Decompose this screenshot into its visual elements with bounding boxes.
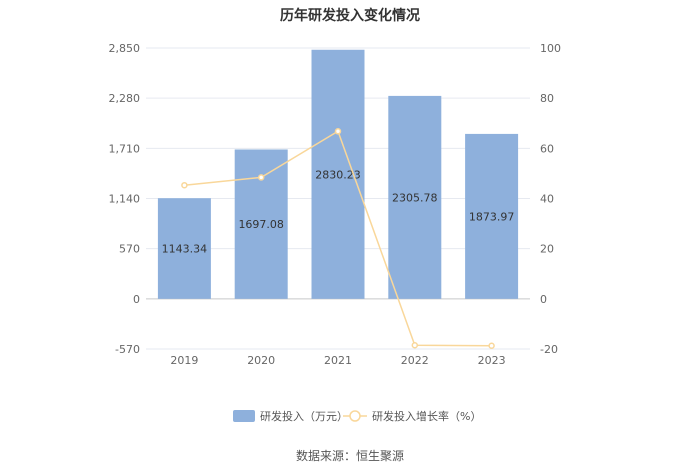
- bar-data-label: 1143.34: [162, 243, 208, 256]
- y-left-tick-label: 0: [133, 293, 140, 306]
- x-tick-label: 2019: [170, 354, 198, 367]
- legend-line-label: 研发投入增长率（%）: [372, 409, 481, 423]
- bar[interactable]: [465, 133, 519, 299]
- growth-rate-point[interactable]: [488, 342, 495, 349]
- y-left-tick-label: 1,710: [109, 142, 141, 155]
- y-right-tick-label: 0: [540, 293, 547, 306]
- legend-bar-label: 研发投入（万元）: [260, 409, 348, 423]
- y-left-tick-label: 570: [119, 243, 140, 256]
- y-right-tick-label: 100: [540, 42, 561, 55]
- x-tick-label: 2023: [478, 354, 506, 367]
- y-right-tick-label: 60: [540, 142, 554, 155]
- y-left-tick-label: -570: [115, 343, 140, 356]
- y-right-tick-label: -20: [540, 343, 558, 356]
- y-right-tick-label: 80: [540, 92, 554, 105]
- growth-rate-point[interactable]: [411, 341, 419, 349]
- y-left-tick-label: 1,140: [109, 193, 141, 206]
- x-tick-label: 2021: [324, 354, 352, 367]
- bar-data-label: 2305.78: [392, 191, 438, 204]
- data-source: 数据来源：恒生聚源: [296, 448, 404, 463]
- bar[interactable]: [311, 49, 365, 299]
- y-left-tick-label: 2,280: [109, 92, 141, 105]
- y-left-tick-label: 2,850: [109, 42, 141, 55]
- growth-rate-point[interactable]: [334, 128, 342, 135]
- bar[interactable]: [388, 95, 442, 299]
- bar[interactable]: [157, 198, 211, 299]
- bar-data-label: 1697.08: [238, 218, 284, 231]
- legend-bar-swatch: [233, 410, 255, 422]
- chart-title: 历年研发投入变化情况: [280, 8, 420, 24]
- growth-rate-point[interactable]: [257, 174, 265, 181]
- y-right-tick-label: 40: [540, 193, 554, 206]
- y-right-tick-label: 20: [540, 243, 554, 256]
- x-tick-label: 2020: [247, 354, 275, 367]
- x-tick-label: 2022: [401, 354, 429, 367]
- growth-rate-point[interactable]: [181, 181, 188, 189]
- bar-data-label: 2830.23: [315, 168, 361, 181]
- legend-line-marker: [349, 410, 361, 422]
- bar-data-label: 1873.97: [469, 210, 515, 223]
